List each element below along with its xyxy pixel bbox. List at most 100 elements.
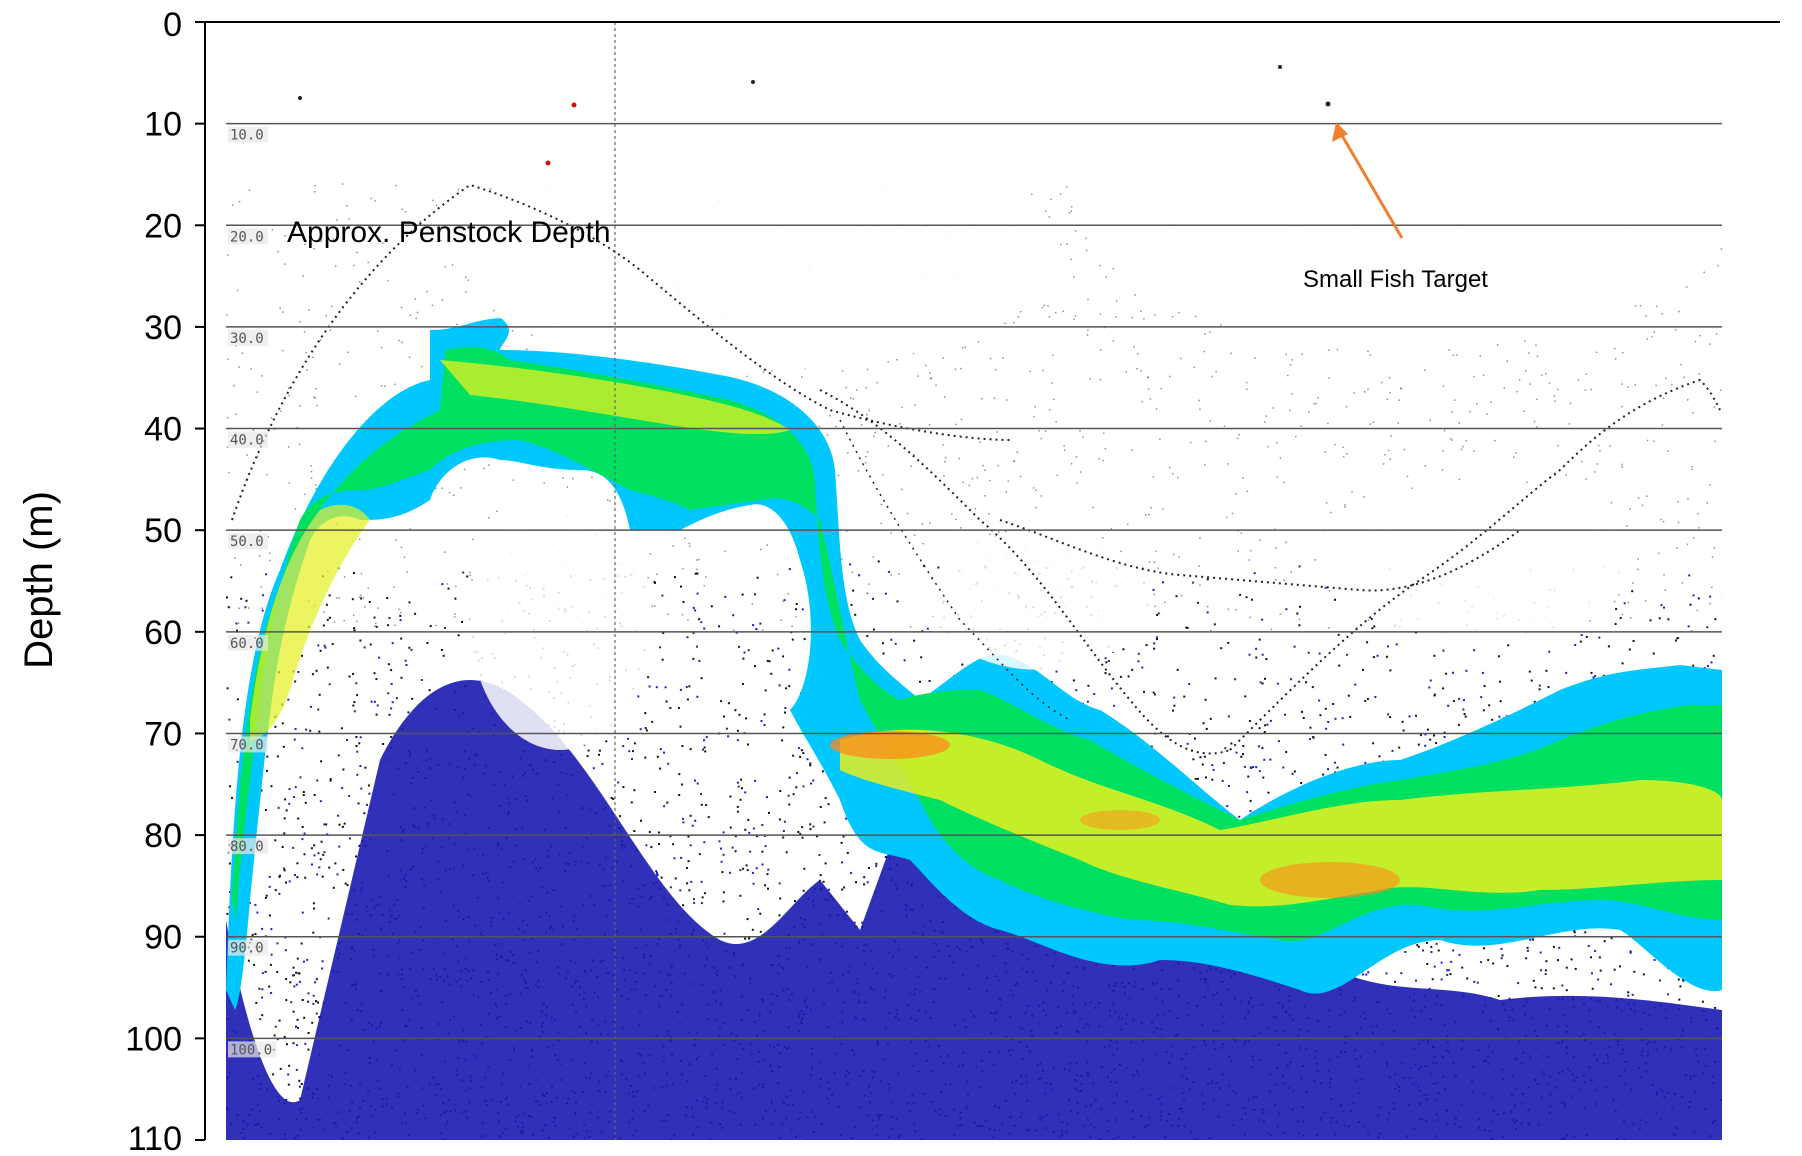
echo-speckle xyxy=(297,1026,299,1029)
echo-speckle xyxy=(1387,713,1390,716)
echo-speckle xyxy=(408,601,411,604)
echo-speckle xyxy=(866,368,869,371)
echo-speckle xyxy=(1452,949,1455,952)
echo-speckle xyxy=(693,901,696,904)
echo-speckle xyxy=(1621,405,1623,408)
echo-speckle xyxy=(766,659,769,662)
echo-speckle xyxy=(313,854,316,857)
echo-speckle xyxy=(1194,777,1197,780)
echo-speckle xyxy=(1424,733,1427,736)
echo-speckle xyxy=(1103,432,1105,434)
echo-speckle xyxy=(1499,680,1501,683)
echo-speckle xyxy=(764,884,767,887)
echo-speckle xyxy=(240,597,243,600)
echo-speckle xyxy=(391,642,394,645)
echo-speckle xyxy=(276,1038,279,1041)
echo-speckle xyxy=(428,689,431,692)
echo-speckle xyxy=(1487,959,1490,961)
echo-speckle xyxy=(645,729,648,732)
echo-speckle xyxy=(929,372,931,374)
echo-speckle xyxy=(248,901,251,904)
echo-speckle xyxy=(766,873,769,876)
echo-speckle xyxy=(299,321,301,323)
echo-speckle xyxy=(1284,713,1286,716)
echo-speckle xyxy=(1199,584,1201,586)
echo-speckle xyxy=(782,726,785,729)
echo-speckle xyxy=(307,992,310,995)
echo-speckle xyxy=(1312,736,1315,739)
echo-speckle xyxy=(435,487,437,490)
echo-speckle xyxy=(253,963,256,966)
echo-speckle xyxy=(1667,618,1670,621)
echo-speckle xyxy=(734,850,737,853)
echo-speckle xyxy=(1709,343,1711,345)
echo-speckle xyxy=(285,999,288,1002)
echo-speckle xyxy=(341,183,344,185)
echo-speckle xyxy=(898,573,900,575)
echo-speckle xyxy=(357,802,360,805)
echo-speckle xyxy=(411,697,414,700)
echo-speckle xyxy=(622,786,625,789)
echo-speckle xyxy=(682,821,685,824)
echo-speckle xyxy=(1686,286,1688,288)
echo-speckle xyxy=(840,841,843,844)
echo-speckle xyxy=(1247,775,1250,778)
echo-speckle xyxy=(226,416,229,419)
echo-speckle xyxy=(293,738,296,741)
echo-speckle xyxy=(1290,678,1292,681)
echogram-image xyxy=(226,22,1722,1140)
echo-speckle xyxy=(1538,688,1541,691)
echo-speckle xyxy=(301,999,304,1001)
echo-speckle xyxy=(270,928,273,931)
echo-speckle xyxy=(663,805,666,808)
echo-speckle xyxy=(1541,374,1543,376)
echo-speckle xyxy=(1482,709,1485,712)
echo-speckle xyxy=(1594,675,1597,678)
echo-speckle xyxy=(782,830,785,832)
echo-speckle xyxy=(720,700,723,703)
echo-speckle xyxy=(1212,768,1215,771)
echo-speckle xyxy=(1632,640,1635,642)
echo-speckle xyxy=(1532,979,1535,982)
echo-speckle xyxy=(1246,388,1248,390)
echo-speckle xyxy=(1122,648,1125,651)
echo-speckle xyxy=(1433,654,1436,657)
echo-speckle xyxy=(1068,212,1071,214)
echo-speckle xyxy=(456,323,458,326)
echo-speckle xyxy=(1371,627,1374,630)
echo-speckle xyxy=(270,417,273,419)
echo-speckle xyxy=(1104,448,1107,450)
echo-speckle xyxy=(884,856,887,858)
echo-speckle xyxy=(1435,942,1438,945)
echo-speckle xyxy=(654,791,657,793)
echo-speckle xyxy=(1417,743,1420,746)
echo-speckle xyxy=(1652,652,1655,655)
echo-speckle xyxy=(694,572,697,575)
echo-speckle xyxy=(753,593,756,596)
echo-speckle xyxy=(1252,766,1255,768)
echo-speckle xyxy=(1404,951,1407,953)
echo-speckle xyxy=(1152,588,1155,591)
echo-speckle xyxy=(960,367,962,370)
echo-speckle xyxy=(1148,513,1150,516)
echo-speckle xyxy=(256,911,259,914)
echo-speckle xyxy=(622,745,625,748)
echo-speckle xyxy=(798,747,801,750)
echo-speckle xyxy=(1584,931,1587,934)
echo-speckle xyxy=(724,595,727,598)
echo-speckle xyxy=(809,764,812,767)
echo-speckle xyxy=(323,823,326,826)
echo-speckle xyxy=(700,880,703,883)
echo-speckle xyxy=(1715,333,1718,335)
echo-speckle xyxy=(751,928,754,931)
echo-speckle xyxy=(920,656,923,659)
echo-speckle xyxy=(729,871,731,874)
echo-speckle xyxy=(1267,791,1270,794)
echo-speckle xyxy=(1324,586,1327,589)
echo-speckle xyxy=(451,264,454,266)
echo-speckle xyxy=(1104,657,1107,660)
echo-speckle xyxy=(1517,982,1520,985)
echo-speckle xyxy=(329,779,332,782)
echo-speckle xyxy=(785,851,788,854)
echo-speckle xyxy=(336,873,339,876)
